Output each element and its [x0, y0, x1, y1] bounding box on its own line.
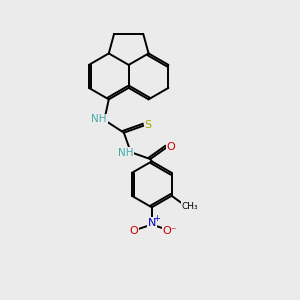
Text: S: S — [145, 120, 152, 130]
Text: CH₃: CH₃ — [182, 202, 199, 211]
Text: N: N — [148, 218, 156, 228]
Text: O⁻: O⁻ — [163, 226, 177, 236]
Text: O: O — [129, 226, 138, 236]
Text: NH: NH — [91, 114, 107, 124]
Text: NH: NH — [118, 148, 133, 158]
Text: O: O — [167, 142, 176, 152]
Text: +: + — [153, 214, 160, 223]
